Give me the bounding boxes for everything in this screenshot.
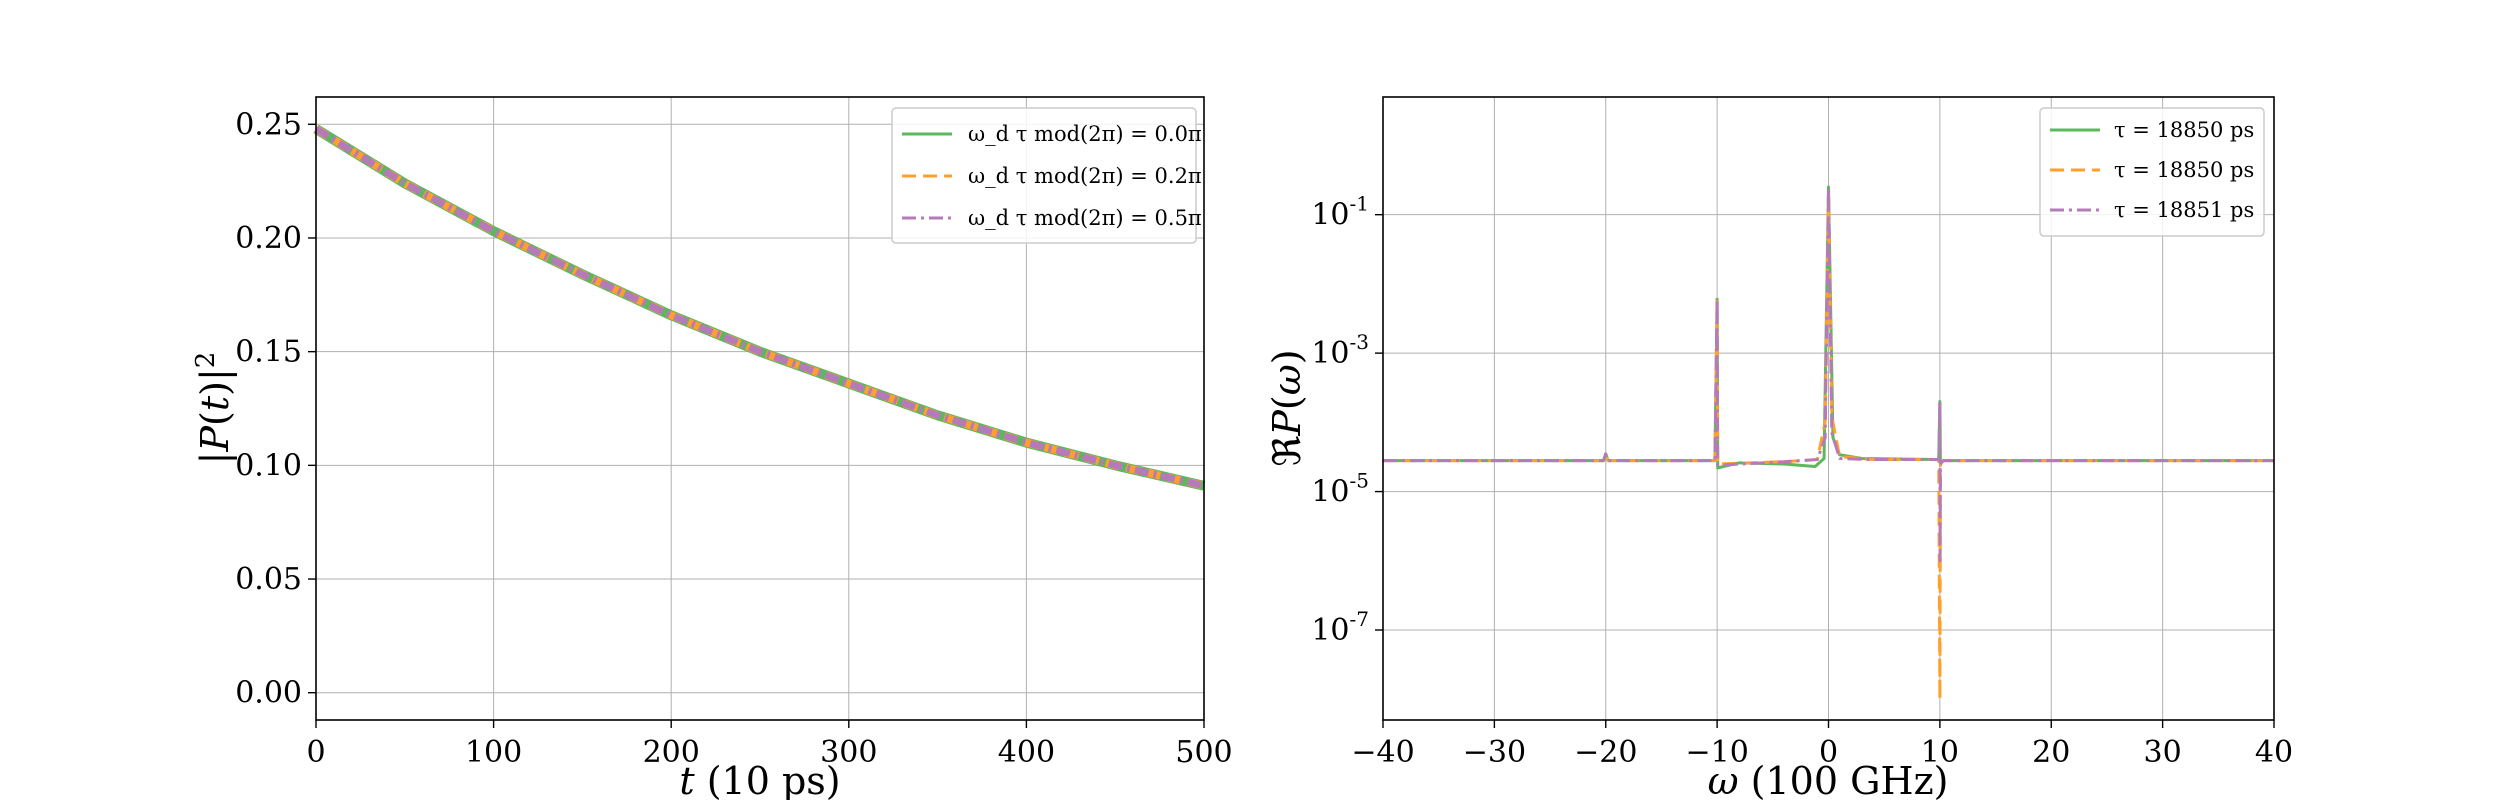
right-legend: τ = 18850 ps τ = 18850 ps τ = 18851 ps [2039,107,2265,237]
right-legend-label: τ = 18850 ps [2114,158,2254,182]
right-x-tick-label: 0 [1819,735,1838,770]
left-x-tick-label: 500 [1175,735,1232,770]
right-series-line-2 [1383,185,2274,563]
left-legend: ω_d τ mod(2π) = 0.0π ω_d τ mod(2π) = 0.2π… [891,107,1202,244]
left-y-tick-label: 0.00 [235,676,302,711]
right-x-tick-label: −40 [1351,735,1414,770]
left-y-tick-label: 0.15 [235,335,302,370]
left-x-tick-label: 200 [643,735,700,770]
right-x-tick-label: 40 [2255,735,2293,770]
left-series-line-2 [314,125,1205,490]
left-y-axis-title: |P(t)|2 [191,352,237,465]
right-y-tick-label: 10-3 [1311,330,1369,371]
left-x-tick-label: 100 [465,735,522,770]
left-legend-label: ω_d τ mod(2π) = 0.2π [968,164,1202,188]
left-ticks: 0 100 200 300 400 500 0.00 0.05 0.10 0.15 0.20 0.25 [235,107,1232,770]
right-legend-box [2039,107,2265,237]
right-y-tick-label: 10-5 [1311,469,1369,510]
right-y-tick-label: 10-1 [1311,192,1369,233]
right-ticks: −40 −30 −20 −10 0 10 20 30 40 10-1 10-3 10-5 10-7 [1311,192,2293,770]
right-y-axis-title: ℜP(ω) [1265,349,1309,466]
left-chart-panel: 0 100 200 300 400 500 0.00 0.05 0.10 0.15 0.20 0.25… [191,96,1233,800]
left-x-tick-label: 0 [306,735,325,770]
right-x-tick-label: −20 [1574,735,1637,770]
right-x-axis-title: ω (100 GHz) [1708,759,1949,800]
right-legend-label: τ = 18850 ps [2114,118,2254,142]
left-series-lines [313,124,1206,491]
right-legend-label: τ = 18851 ps [2114,198,2254,222]
left-legend-box [891,107,1197,244]
right-y-tick-label: 10-7 [1311,607,1369,648]
left-x-tick-label: 400 [998,735,1055,770]
left-legend-label: ω_d τ mod(2π) = 0.5π [968,206,1202,230]
right-x-tick-label: 10 [1921,735,1959,770]
left-x-tick-label: 300 [820,735,877,770]
right-x-tick-label: 30 [2144,735,2182,770]
left-y-tick-label: 0.05 [235,562,302,597]
left-y-tick-label: 0.20 [235,221,302,256]
right-series-lines [1383,185,2274,701]
right-series-line-1 [1383,192,2274,701]
left-x-axis-title: t (10 ps) [679,759,840,800]
left-legend-label: ω_d τ mod(2π) = 0.0π [968,122,1202,146]
left-y-tick-label: 0.25 [235,107,302,142]
right-x-tick-label: −30 [1463,735,1526,770]
right-x-tick-label: 20 [2032,735,2070,770]
left-plot-frame [315,96,1205,721]
right-x-tick-label: −10 [1685,735,1748,770]
right-chart-panel: −40 −30 −20 −10 0 10 20 30 40 10-1 10-3 10-5 10-7 ω … [1265,96,2293,800]
left-y-tick-label: 0.10 [235,448,302,483]
